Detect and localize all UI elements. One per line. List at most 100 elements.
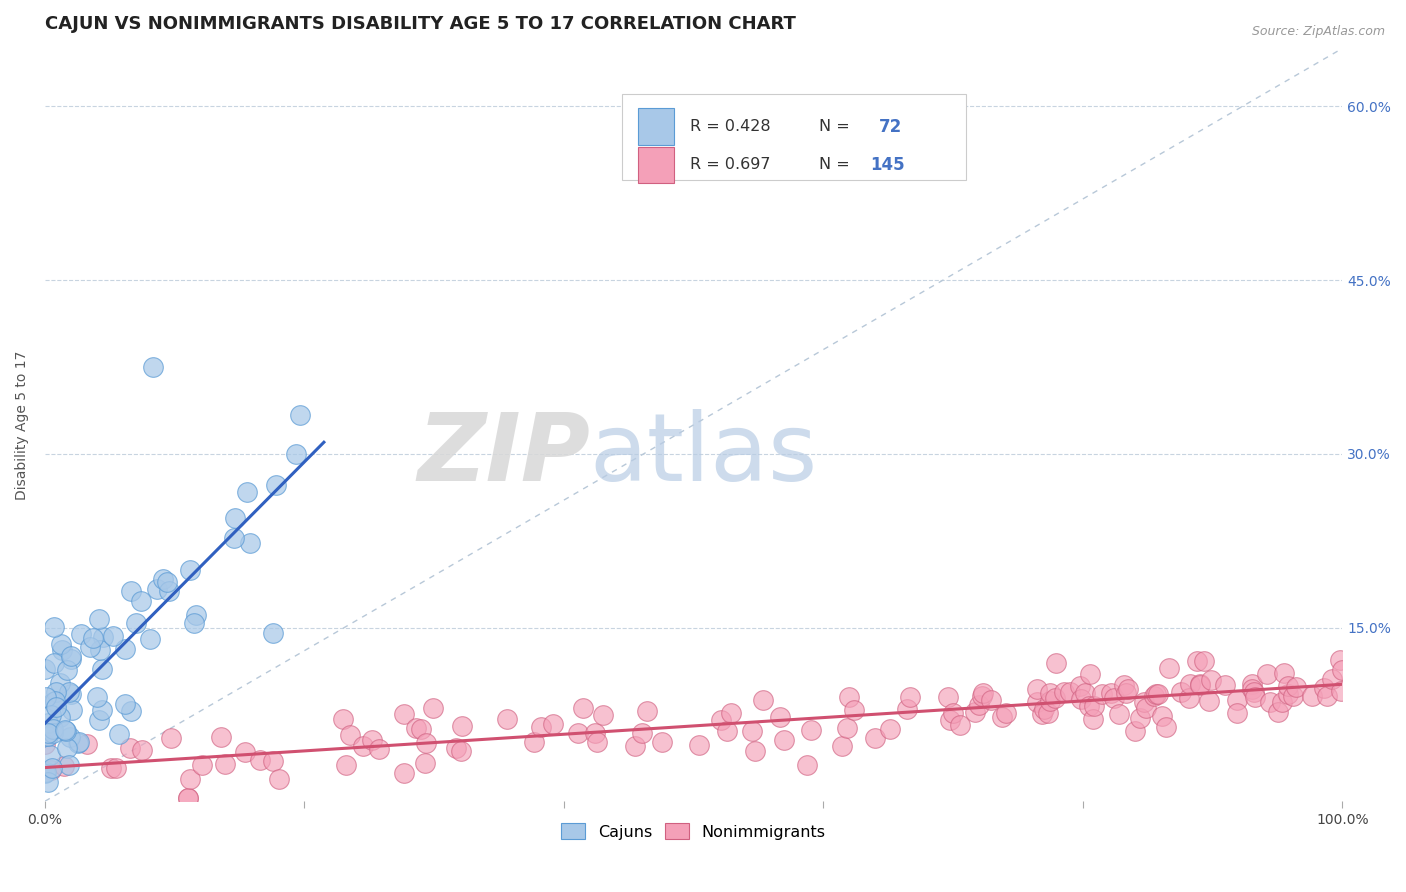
Point (800, 723, 823, 738)
Point (56, 740, 79, 755)
Point (236, 485, 259, 500)
Point (1125, 723, 1147, 738)
Point (35, 729, 58, 743)
Point (1267, 705, 1289, 719)
Point (720, 706, 742, 721)
Point (82, 631, 104, 645)
Point (177, 790, 200, 805)
Point (60, 687, 83, 701)
Point (183, 615, 205, 630)
Point (1188, 677, 1211, 691)
Point (37, 729, 59, 743)
Point (1108, 706, 1130, 721)
Point (186, 607, 208, 622)
Point (45, 700, 67, 714)
Point (936, 690, 959, 705)
Point (42, 620, 65, 634)
Point (35, 764, 58, 779)
Point (53, 723, 76, 737)
Point (1070, 691, 1092, 706)
Point (1180, 676, 1202, 690)
Point (1198, 693, 1220, 707)
Point (1226, 706, 1249, 720)
Point (58, 685, 80, 699)
Point (37, 726, 59, 740)
Point (631, 726, 654, 740)
Point (239, 536, 262, 550)
Point (651, 735, 673, 749)
Point (567, 726, 589, 740)
Point (1069, 680, 1091, 694)
Point (131, 743, 153, 757)
Point (744, 744, 766, 758)
Point (898, 690, 921, 705)
Point (422, 701, 444, 715)
Point (994, 706, 1017, 721)
Point (67, 735, 90, 749)
Point (1272, 666, 1295, 681)
Point (214, 757, 236, 772)
Point (41, 761, 63, 775)
Point (269, 772, 291, 786)
Point (970, 689, 993, 703)
Point (1243, 685, 1265, 699)
Point (76, 737, 98, 751)
Point (1081, 712, 1104, 726)
Point (623, 739, 645, 753)
Text: N =: N = (820, 157, 851, 172)
Point (139, 632, 162, 647)
Point (949, 717, 972, 731)
Point (1244, 690, 1267, 704)
Point (1256, 667, 1278, 681)
Point (67, 736, 90, 750)
Point (991, 710, 1014, 724)
Point (114, 642, 136, 657)
Point (262, 755, 284, 769)
Point (1116, 682, 1139, 697)
Text: R = 0.697: R = 0.697 (690, 157, 770, 172)
FancyBboxPatch shape (638, 146, 673, 183)
Point (86, 690, 108, 704)
Point (49, 675, 72, 690)
Point (1115, 686, 1137, 700)
FancyBboxPatch shape (638, 109, 673, 145)
Point (1026, 681, 1049, 696)
Point (1313, 681, 1336, 696)
Point (34, 737, 56, 751)
Point (1053, 685, 1076, 699)
Point (1099, 686, 1122, 700)
Point (773, 733, 796, 747)
Point (249, 753, 271, 767)
Point (1033, 701, 1056, 715)
Point (37, 775, 59, 789)
Point (93, 630, 115, 644)
Point (352, 739, 374, 753)
Point (741, 723, 763, 738)
Point (838, 690, 860, 704)
Point (1240, 677, 1263, 691)
Point (91, 662, 114, 676)
Point (523, 734, 546, 748)
Point (146, 582, 169, 596)
Point (1330, 663, 1353, 677)
Point (360, 733, 382, 747)
Point (1271, 695, 1294, 709)
Point (752, 692, 775, 706)
Point (835, 721, 858, 735)
Point (1157, 660, 1180, 674)
Point (58, 757, 80, 772)
Point (980, 692, 1002, 706)
Point (55, 663, 77, 677)
Point (39, 747, 62, 762)
Point (49, 709, 72, 723)
Point (1129, 711, 1152, 725)
Point (716, 723, 738, 738)
Text: R = 0.428: R = 0.428 (690, 119, 770, 134)
Point (179, 772, 201, 787)
Point (844, 703, 866, 717)
Point (1322, 673, 1344, 687)
Point (1316, 689, 1339, 703)
Point (39, 763, 62, 777)
Point (90, 703, 112, 717)
Point (710, 713, 733, 727)
